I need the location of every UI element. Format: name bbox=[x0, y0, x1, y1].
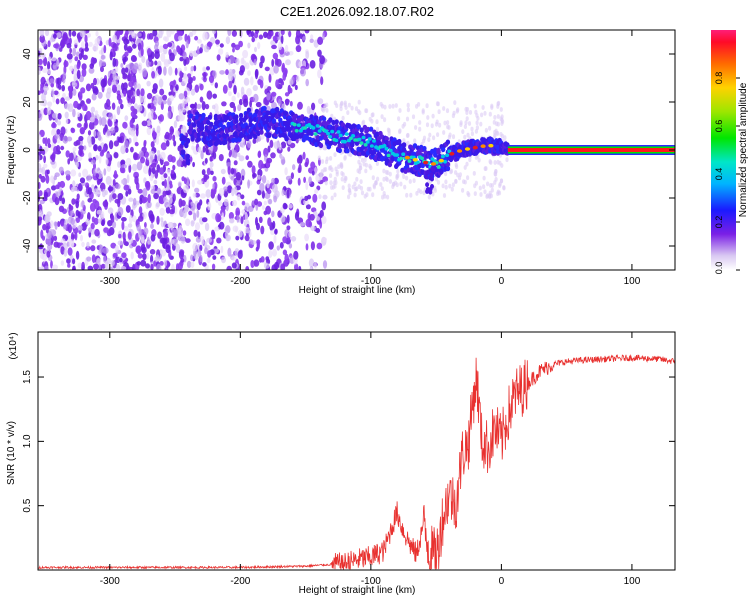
snr-series-line bbox=[38, 354, 675, 570]
spectrogram-x-tick-label: -200 bbox=[230, 276, 250, 287]
snr-frame bbox=[37, 331, 676, 571]
spectrogram-y-ticks: -40 -20 0 20 40 bbox=[22, 48, 675, 253]
colorbar-ticks: 0.0 0.2 0.4 0.6 0.8 bbox=[714, 72, 740, 275]
spectrogram-tone bbox=[507, 145, 675, 155]
spectrogram-y-tick-label: -40 bbox=[22, 238, 33, 253]
spectrogram-x-tick-label: -100 bbox=[361, 276, 381, 287]
spectrogram-x-tick-label: 0 bbox=[499, 276, 505, 287]
spectrogram-y-tick-label: 40 bbox=[22, 48, 33, 60]
snr-y-label: SNR (10 * v/v) bbox=[6, 421, 17, 485]
snr-x-tick-label: 0 bbox=[499, 576, 505, 587]
snr-scale-note: (x10⁴) bbox=[8, 332, 19, 359]
snr-y-tick-label: 1.5 bbox=[22, 370, 33, 384]
snr-panel: -300 -200 -100 0 100 0.5 1.0 1.5 (x10⁴) Height… bbox=[6, 331, 676, 596]
figure-title: C2E1.2026.092.18.07.R02 bbox=[280, 4, 434, 19]
colorbar-scale bbox=[711, 30, 736, 270]
colorbar-label: Normalized spectral amplitude bbox=[738, 82, 749, 217]
spectrogram-x-tick-label: -300 bbox=[100, 276, 120, 287]
colorbar-tick-label: 0.8 bbox=[714, 72, 724, 85]
snr-x-tick-label: -100 bbox=[361, 576, 381, 587]
spectrogram-y-tick-label: 20 bbox=[22, 96, 33, 108]
spectrogram-noise-field bbox=[38, 30, 509, 270]
colorbar: 0.0 0.2 0.4 0.6 0.8 Normalized spectral ampl… bbox=[711, 30, 749, 274]
snr-y-tick-label: 0.5 bbox=[22, 498, 33, 512]
snr-x-tick-label: -200 bbox=[230, 576, 250, 587]
colorbar-tick-label: 0.6 bbox=[714, 120, 724, 133]
snr-x-tick-label: 100 bbox=[624, 576, 641, 587]
spectrogram-y-tick-label: -20 bbox=[22, 190, 33, 205]
snr-y-ticks: 0.5 1.0 1.5 bbox=[22, 370, 675, 513]
spectrogram-x-tick-label: 100 bbox=[624, 276, 641, 287]
snr-plot-area bbox=[38, 332, 675, 570]
spectrogram-ridge bbox=[179, 105, 510, 195]
spectrogram-y-label: Frequency (Hz) bbox=[6, 116, 17, 185]
colorbar-tick-label: 0.2 bbox=[714, 216, 724, 229]
snr-x-label: Height of straight line (km) bbox=[299, 585, 416, 596]
colorbar-tick-label: 0.4 bbox=[714, 168, 724, 181]
spectrogram-x-label: Height of straight line (km) bbox=[299, 285, 416, 296]
spectrogram-y-tick-label: 0 bbox=[22, 147, 33, 153]
colorbar-tick-label: 0.0 bbox=[714, 262, 724, 275]
spectrogram-x-ticks: -300 -200 -100 0 100 bbox=[100, 30, 641, 287]
snr-y-tick-label: 1.0 bbox=[22, 434, 33, 448]
snr-x-tick-label: -300 bbox=[100, 576, 120, 587]
snr-x-ticks: -300 -200 -100 0 100 bbox=[100, 332, 641, 587]
